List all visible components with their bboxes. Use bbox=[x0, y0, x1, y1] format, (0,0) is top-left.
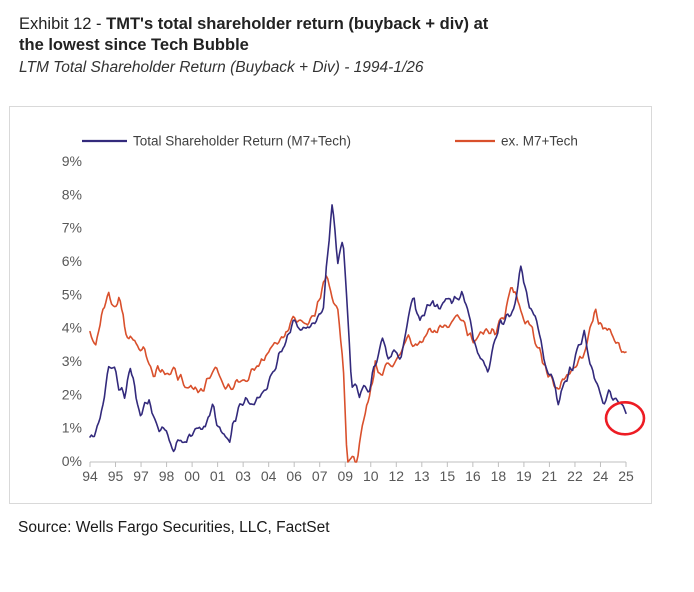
svg-text:7%: 7% bbox=[62, 220, 82, 236]
svg-text:0%: 0% bbox=[62, 453, 82, 469]
svg-text:97: 97 bbox=[133, 468, 149, 484]
svg-text:01: 01 bbox=[210, 468, 226, 484]
svg-text:16: 16 bbox=[465, 468, 481, 484]
svg-text:ex. M7+Tech: ex. M7+Tech bbox=[501, 134, 578, 149]
svg-text:04: 04 bbox=[261, 468, 277, 484]
svg-text:95: 95 bbox=[108, 468, 124, 484]
svg-text:Total Shareholder Return (M7+T: Total Shareholder Return (M7+Tech) bbox=[133, 134, 351, 149]
svg-text:13: 13 bbox=[414, 468, 430, 484]
svg-text:19: 19 bbox=[516, 468, 532, 484]
svg-text:10: 10 bbox=[363, 468, 379, 484]
svg-text:18: 18 bbox=[491, 468, 507, 484]
svg-text:24: 24 bbox=[593, 468, 609, 484]
svg-text:25: 25 bbox=[618, 468, 634, 484]
svg-text:94: 94 bbox=[82, 468, 98, 484]
svg-text:12: 12 bbox=[389, 468, 405, 484]
svg-text:21: 21 bbox=[542, 468, 558, 484]
svg-text:2%: 2% bbox=[62, 386, 82, 402]
svg-text:00: 00 bbox=[184, 468, 200, 484]
svg-text:1%: 1% bbox=[62, 420, 82, 436]
svg-text:3%: 3% bbox=[62, 353, 82, 369]
svg-text:6%: 6% bbox=[62, 253, 82, 269]
svg-text:09: 09 bbox=[337, 468, 353, 484]
svg-text:03: 03 bbox=[235, 468, 251, 484]
svg-text:8%: 8% bbox=[62, 186, 82, 202]
svg-text:06: 06 bbox=[286, 468, 302, 484]
svg-text:4%: 4% bbox=[62, 320, 82, 336]
svg-text:07: 07 bbox=[312, 468, 328, 484]
svg-text:98: 98 bbox=[159, 468, 175, 484]
svg-text:15: 15 bbox=[440, 468, 456, 484]
svg-text:9%: 9% bbox=[62, 153, 82, 169]
svg-text:22: 22 bbox=[567, 468, 583, 484]
svg-text:5%: 5% bbox=[62, 286, 82, 302]
